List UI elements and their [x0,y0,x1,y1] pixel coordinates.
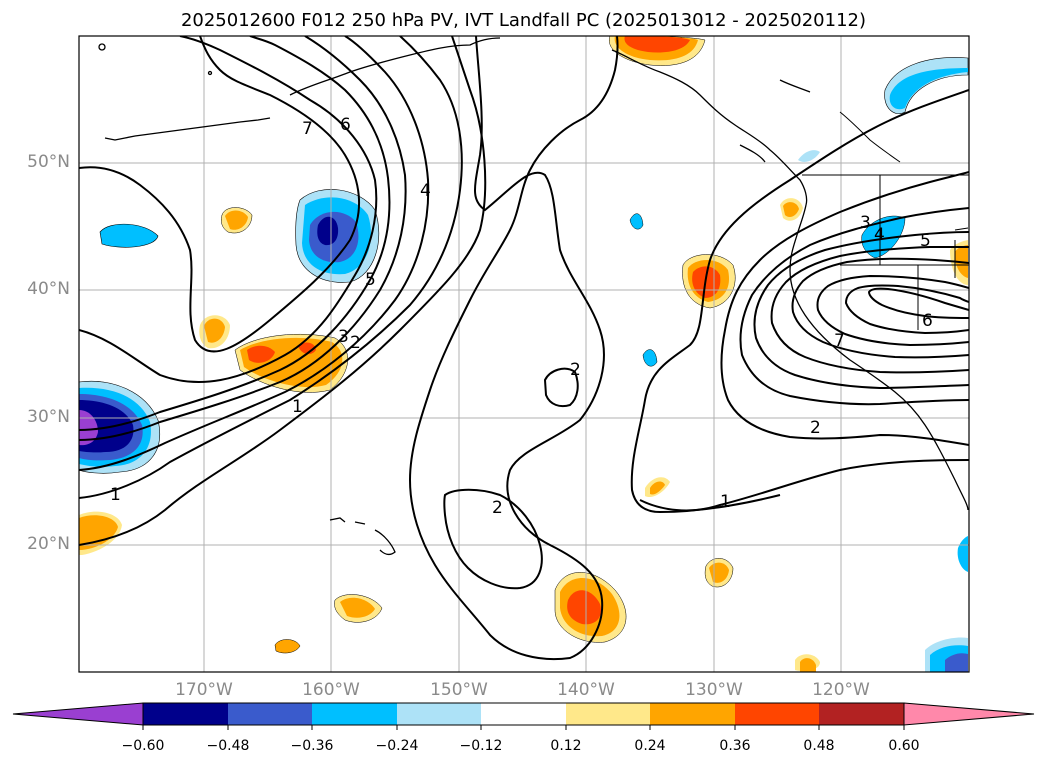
colorbar-tick-label: 0.60 [888,738,920,754]
colorbar-segment [566,703,650,725]
contour-label: 7 [834,331,845,351]
map-title: 2025012600 F012 250 hPa PV, IVT Landfall… [180,10,867,31]
contour-label: 2 [570,360,581,380]
ivt-contours [79,36,969,661]
colorbar-segment [481,703,566,725]
colorbar-tick-label: −0.24 [375,738,419,754]
contour-label: 1 [110,485,121,505]
contour-label: 6 [340,115,351,135]
coastlines [98,37,969,556]
lon-label-170w: 170°W [175,680,233,700]
colorbar-tick-label: 0.24 [634,738,666,754]
colorbar-tick-label: −0.36 [290,738,334,754]
map-frame [78,35,970,673]
colorbar-tick-label: −0.12 [459,738,503,754]
colorbar-tick-label: 0.48 [803,738,835,754]
lon-label-150w: 150°W [430,680,488,700]
contour-labels: 1 1 1 2 2 2 2 3 3 4 4 5 5 6 6 7 7 [110,115,933,518]
contour-label: 2 [350,333,361,353]
colorbar-tick-label: 0.36 [719,738,751,754]
contour-label: 1 [720,492,731,512]
negative-anomaly-west-small [99,223,159,248]
contour-label: 6 [922,311,933,331]
contour-label: 3 [860,213,871,233]
colorbar-segment [397,703,481,725]
lon-label-140w: 140°W [557,680,615,700]
colorbar-segment [312,703,397,725]
contour-label: 5 [365,270,376,290]
colorbar-segment [143,703,228,725]
lat-label-40n: 40°N [27,279,70,299]
contour-label: 4 [874,225,885,245]
contour-label: 2 [810,418,821,438]
gridlines [79,36,969,672]
colorbar-segment [819,703,904,725]
shaded-anomalies [79,36,969,672]
colorbar-extend-low [12,702,144,726]
colorbar [12,702,1035,730]
colorbar-tick-label: 0.12 [550,738,582,754]
colorbar-tick-label: −0.48 [206,738,250,754]
lon-label-130w: 130°W [685,680,743,700]
lat-label-30n: 30°N [27,407,70,427]
colorbar-segment [735,703,819,725]
lon-label-120w: 120°W [812,680,870,700]
colorbar-tick-label: −0.60 [121,738,165,754]
lat-label-20n: 20°N [27,534,70,554]
lat-label-50n: 50°N [27,152,70,172]
colorbar-segment [228,703,312,725]
colorbar-extend-high [903,702,1035,726]
lon-label-160w: 160°W [302,680,360,700]
colorbar-segment [650,703,735,725]
contour-label: 4 [420,181,431,201]
positive-anomaly-140w [554,572,627,643]
contour-label: 3 [338,327,349,347]
contour-label: 2 [492,498,503,518]
contour-label: 5 [920,231,931,251]
negative-anomaly-160w [295,189,380,283]
contour-label: 1 [292,397,303,417]
contour-label: 7 [302,119,313,139]
